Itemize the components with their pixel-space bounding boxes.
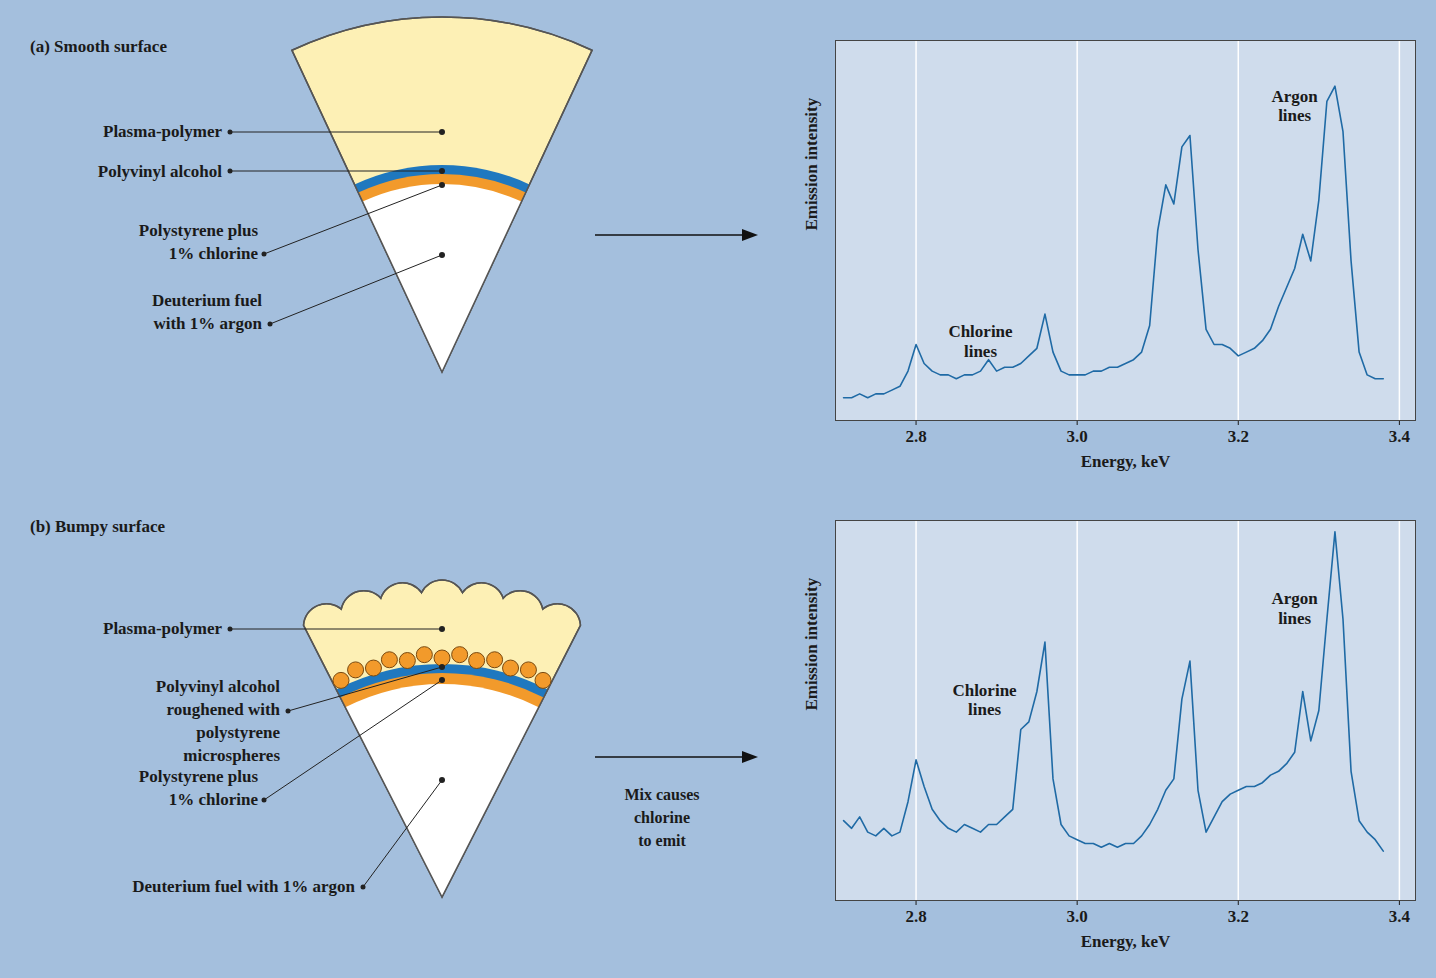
- svg-text:Mix causeschlorineto emit: Mix causeschlorineto emit: [624, 786, 699, 849]
- svg-text:(b) Bumpy surface: (b) Bumpy surface: [30, 517, 166, 536]
- svg-text:Argonlines: Argonlines: [1272, 589, 1319, 628]
- svg-text:Polystyrene plus1% chlorine: Polystyrene plus1% chlorine: [139, 767, 259, 809]
- svg-text:Emission intensity: Emission intensity: [802, 97, 821, 230]
- svg-text:Energy, keV: Energy, keV: [1081, 452, 1171, 471]
- svg-text:Deuterium fuel with 1% argon: Deuterium fuel with 1% argon: [132, 877, 355, 896]
- svg-text:Chlorinelines: Chlorinelines: [948, 322, 1013, 361]
- svg-text:3.4: 3.4: [1389, 427, 1411, 446]
- svg-text:2.8: 2.8: [905, 427, 926, 446]
- svg-text:3.4: 3.4: [1389, 907, 1411, 926]
- svg-text:Energy, keV: Energy, keV: [1081, 932, 1171, 951]
- svg-text:Emission intensity: Emission intensity: [802, 577, 821, 710]
- svg-text:(a) Smooth surface: (a) Smooth surface: [30, 37, 167, 56]
- svg-text:3.2: 3.2: [1228, 907, 1249, 926]
- svg-text:Argonlines: Argonlines: [1272, 87, 1319, 126]
- svg-text:2.8: 2.8: [905, 907, 926, 926]
- svg-text:Polyvinyl alcoholroughened wit: Polyvinyl alcoholroughened withpolystyre…: [156, 677, 281, 765]
- svg-text:Chlorinelines: Chlorinelines: [952, 681, 1017, 720]
- svg-text:3.0: 3.0: [1067, 427, 1088, 446]
- svg-text:Polyvinyl alcohol: Polyvinyl alcohol: [98, 162, 222, 181]
- svg-text:3.0: 3.0: [1067, 907, 1088, 926]
- svg-text:Plasma-polymer: Plasma-polymer: [103, 122, 222, 141]
- svg-text:3.2: 3.2: [1228, 427, 1249, 446]
- svg-text:Deuterium fuelwith 1% argon: Deuterium fuelwith 1% argon: [152, 291, 263, 333]
- svg-text:Polystyrene plus1% chlorine: Polystyrene plus1% chlorine: [139, 221, 259, 263]
- svg-text:Plasma-polymer: Plasma-polymer: [103, 619, 222, 638]
